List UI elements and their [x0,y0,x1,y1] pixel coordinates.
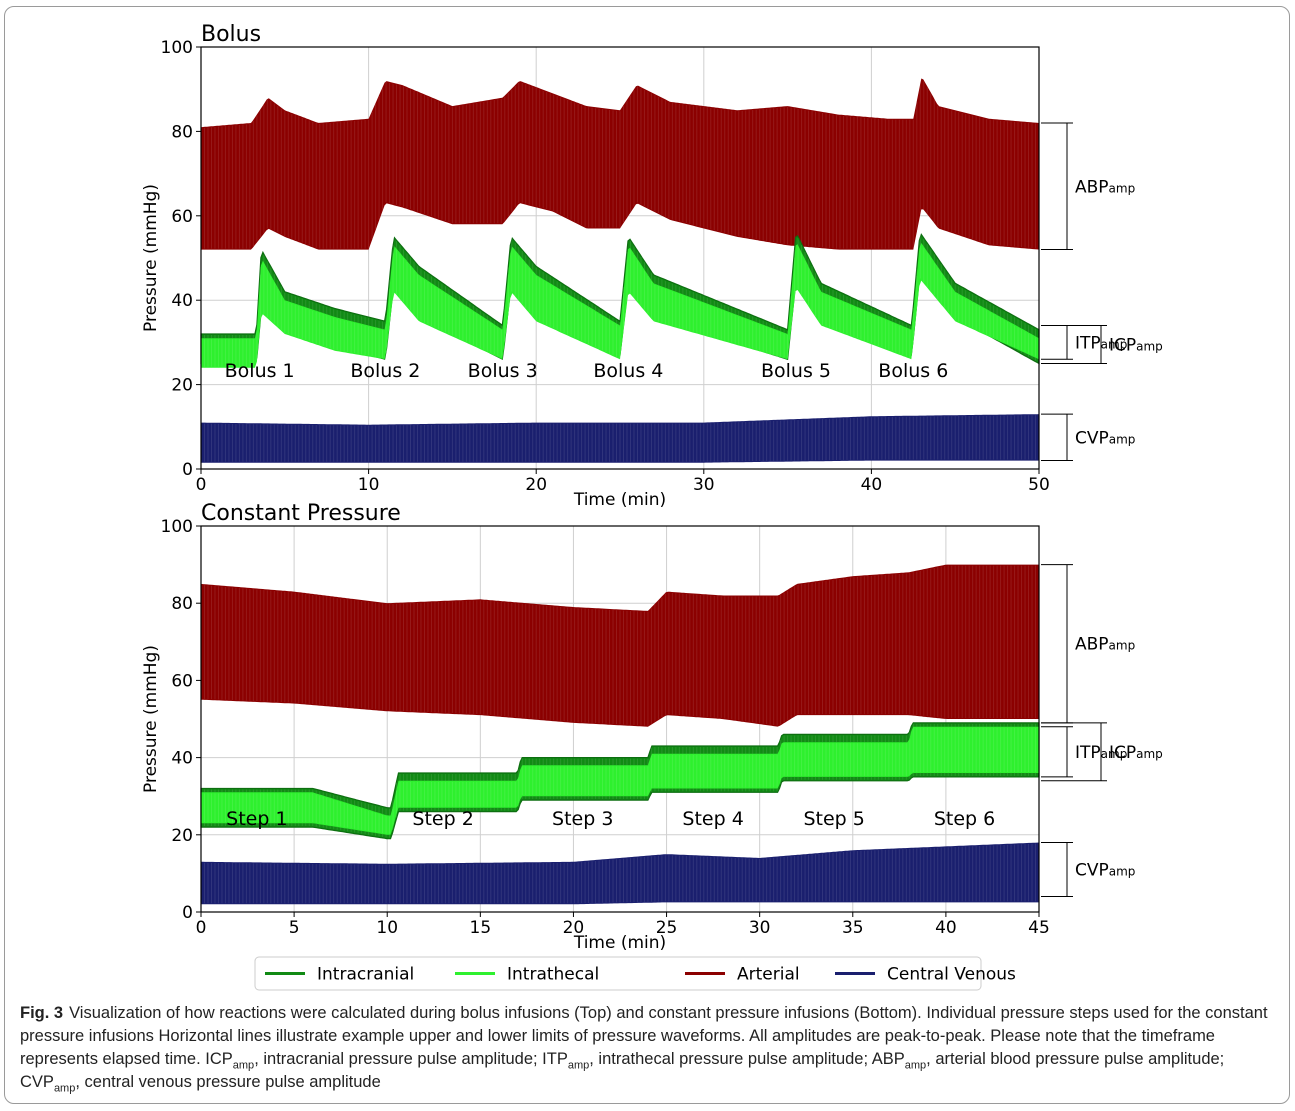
bracket-label: CVPamp [1075,428,1135,448]
figure-frame: 0 10 20 30 40 50 0 20 40 60 80 100 Bolus Time (min) Pr… [4,6,1290,1104]
x-tick-label: 10 [358,475,380,495]
bracket-label: ICPamp [1109,336,1163,356]
x-tick-label: 10 [376,918,398,938]
event-label: Step 1 [226,808,287,830]
amplitude-bracket-icp: ICPamp [1041,722,1163,782]
bracket-label: CVPamp [1075,861,1135,881]
y-tick-label: 20 [171,826,193,846]
x-tick-label: 20 [563,918,585,938]
series-arterial [200,564,1039,727]
series-band [201,842,1039,905]
amplitude-bracket-cvp: CVPamp [1041,842,1135,898]
legend-label: Central Venous [887,965,1016,985]
amplitude-bracket-icp: ICPamp [1041,325,1163,364]
chart-title: Bolus [201,22,261,47]
legend-box [254,956,982,991]
x-tick-label: 50 [1028,475,1050,495]
caption-text-2: , intracranial pressure pulse amplitude;… [254,1050,568,1068]
legend-label: Intrathecal [507,965,599,985]
y-tick-label: 100 [161,38,193,58]
y-tick-label: 80 [171,594,193,614]
x-tick-label: 20 [525,475,547,495]
event-label: Step 2 [412,808,473,830]
amplitude-bracket-cvp: CVPamp [1041,413,1135,462]
y-tick-label: 0 [182,460,193,480]
event-label: Bolus 1 [225,360,295,382]
caption-text-5: , central venous pressure pulse amplitud… [75,1073,381,1091]
event-label: Bolus 5 [761,360,831,382]
chart-title: Constant Pressure [201,501,401,526]
event-label: Bolus 4 [593,360,663,382]
amplitude-bracket-itp: ITPamp [1041,726,1127,778]
event-label: Bolus 3 [468,360,538,382]
caption-text-3: , intrathecal pressure pulse amplitude; … [589,1050,905,1068]
series-band [201,414,1039,463]
bracket-label: ABPamp [1075,635,1135,655]
series-band [201,78,1039,250]
caption-sub-1: amp [232,1059,255,1072]
caption-sub-2: amp [567,1059,590,1072]
caption-sub-3: amp [904,1059,927,1072]
y-axis-label: Pressure (mmHg) [141,645,161,793]
bracket-label: ITPamp [1075,743,1127,763]
y-tick-label: 60 [171,207,193,227]
legend-label: Arterial [737,965,800,985]
chart-panel-1: 0 10 20 30 40 50 0 20 40 60 80 100 Bolus Time (min) Pr… [141,22,1050,510]
x-tick-label: 0 [196,918,207,938]
plot-area-border [200,46,1040,470]
bracket-label: ITPamp [1075,333,1127,353]
y-tick-label: 40 [171,749,193,769]
y-tick-label: 80 [171,122,193,142]
x-tick-label: 0 [196,475,207,495]
x-tick-label: 40 [935,918,957,938]
event-label: Bolus 6 [878,360,948,382]
series-arterial [200,78,1039,250]
x-tick-label: 30 [749,918,771,938]
amplitude-bracket-abp: ABPamp [1041,564,1135,724]
event-label: Step 3 [552,808,613,830]
event-label: Step 4 [682,808,743,830]
x-tick-label: 25 [656,918,678,938]
bracket-label: ABPamp [1075,177,1135,197]
x-tick-label: 35 [842,918,864,938]
y-tick-label: 20 [171,376,193,396]
bracket-label: ICPamp [1109,743,1163,763]
series-band [201,243,1039,368]
plot-area-border [200,525,1040,913]
x-tick-label: 15 [470,918,492,938]
y-tick-label: 0 [182,903,193,923]
event-label: Bolus 2 [350,360,420,382]
series-central-venous [200,414,1039,463]
y-tick-label: 100 [161,517,193,537]
series-intrathecal [200,242,1039,368]
series-band [201,726,1039,835]
event-label: Step 6 [934,808,995,830]
legend-label: Intracranial [317,965,414,985]
x-tick-label: 45 [1028,918,1050,938]
x-tick-label: 30 [693,475,715,495]
series-intrathecal [200,726,1039,835]
x-axis-label: Time (min) [573,490,666,510]
caption-text-1: Visualization of how reactions were calc… [20,1004,1268,1068]
y-tick-label: 60 [171,671,193,691]
series-band [201,564,1039,727]
x-axis-label: Time (min) [573,933,666,953]
series-central-venous [200,842,1039,905]
chart-panel-2: 0 5 10 15 20 25 30 35 40 45 0 20 40 60 80 100 Constant P… [141,501,1050,953]
caption-figure-number: Fig. 3 [20,1004,64,1022]
x-tick-label: 5 [289,918,300,938]
amplitude-bracket-abp: ABPamp [1041,122,1135,251]
y-tick-label: 40 [171,291,193,311]
x-tick-label: 40 [861,475,883,495]
legend: Intracranial Intrathecal Arterial Central V… [254,956,1016,991]
y-axis-label: Pressure (mmHg) [141,184,161,332]
caption-sub-4: amp [53,1082,76,1095]
caption-text-4: , arterial blood pressure pulse amplitud… [20,1050,1225,1091]
figure-caption: Fig. 3 Visualization of how reactions wer… [20,1002,1275,1094]
event-label: Step 5 [803,808,864,830]
